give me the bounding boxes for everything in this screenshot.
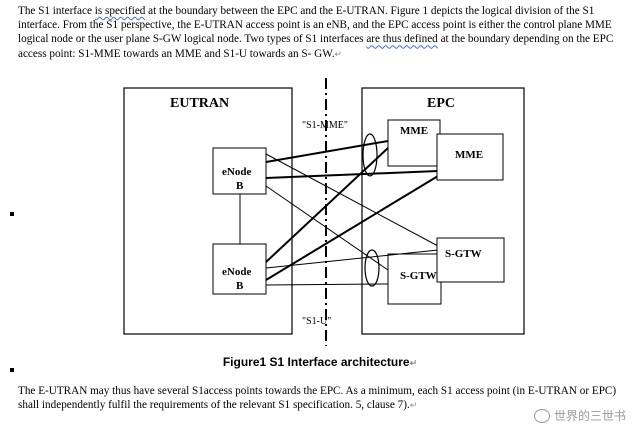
- enodeb-1-box: [212, 147, 267, 195]
- enodeb-2-box: [212, 243, 267, 295]
- enodeb-2-label-line1: eNode: [222, 266, 251, 278]
- enodeb-1-label-line2: B: [236, 180, 244, 192]
- s1-links: [265, 140, 439, 286]
- paragraph-mark: ↵: [409, 358, 418, 368]
- paragraph-intro-text-c: at the boundary depending on the EPC acc…: [18, 33, 614, 60]
- paragraph-intro: The S1 interface is specified at the bou…: [18, 4, 622, 61]
- s1-mme-link-thick: [265, 175, 439, 281]
- eutran-title: EUTRAN: [170, 96, 229, 111]
- mme-1-box: [387, 119, 441, 167]
- grammar-flag-are-thus-defined[interactable]: are thus defined: [366, 33, 438, 46]
- s1-u-link: [265, 249, 439, 269]
- wechat-logo-icon: [533, 408, 550, 423]
- epc-box: [361, 87, 525, 335]
- s1-u-bundle-ellipse: [364, 249, 380, 287]
- paragraph-mark: ↵: [409, 400, 418, 411]
- paragraph-intro-text-b: at the boundary between the EPC and the …: [18, 5, 612, 46]
- s1-u-link: [265, 283, 389, 286]
- watermark: 世界的三世书: [533, 407, 626, 424]
- s1-mme-link-thick: [265, 140, 389, 163]
- figure-caption-text: Figure1 S1 Interface architecture: [222, 355, 410, 369]
- mme-2-box: [436, 133, 504, 181]
- s1-mme-interface-label: "S1-MME": [302, 120, 348, 131]
- s1-mme-link-thick: [265, 147, 389, 263]
- s1-mme-link-thick: [265, 170, 439, 179]
- s1-u-link: [265, 185, 389, 271]
- s1-mme-bundle-ellipse: [362, 133, 378, 177]
- enodeb-2-label-line2: B: [236, 280, 244, 292]
- s1-u-interface-label: "S1-U": [302, 316, 331, 327]
- paragraph-access-points: The E-UTRAN may thus have several S1acce…: [18, 384, 622, 412]
- sgw-2-box: [436, 237, 505, 283]
- mme-1-label: MME: [400, 125, 428, 137]
- sgw-1-label: S-GTW: [400, 270, 437, 282]
- figure-caption: Figure1 S1 Interface architecture↵: [0, 355, 640, 369]
- enodeb-1-label-line1: eNode: [222, 166, 251, 178]
- sgw-1-box: [387, 253, 442, 305]
- mme-2-label: MME: [455, 149, 483, 161]
- epc-title: EPC: [427, 96, 455, 111]
- paragraph-intro-text-a: The S1 interface: [18, 5, 95, 17]
- s1-u-link: [265, 153, 439, 247]
- sgw-2-label: S-GTW: [445, 248, 482, 260]
- paragraph-mark: ↵: [334, 48, 343, 59]
- list-bullet: [10, 212, 14, 216]
- paragraph-access-points-text: The E-UTRAN may thus have several S1acce…: [18, 385, 617, 412]
- watermark-text: 世界的三世书: [553, 409, 626, 423]
- eutran-box: [123, 87, 293, 335]
- grammar-flag-is-specified[interactable]: is specified: [94, 5, 146, 17]
- list-bullet: [10, 368, 14, 372]
